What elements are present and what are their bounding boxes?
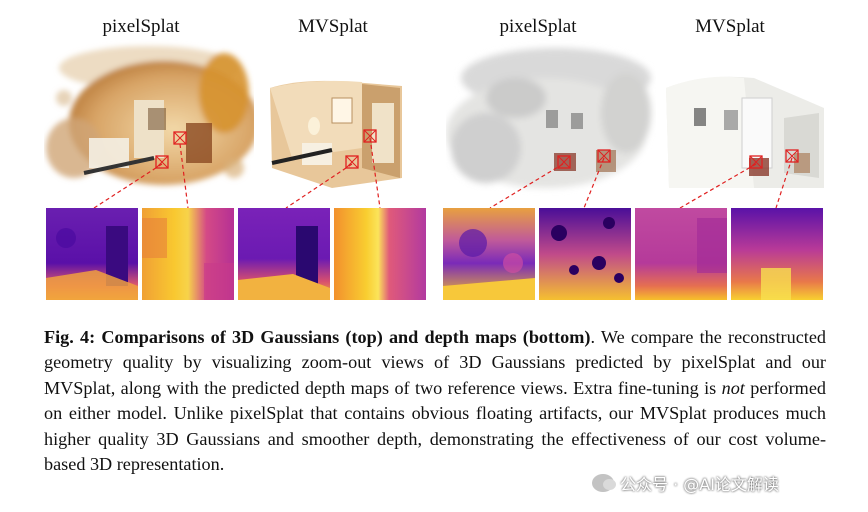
depth-map-mvsplat-view-3	[635, 208, 727, 300]
caption-label: Fig. 4:	[44, 327, 96, 347]
mvsplat-gaussians-scene-1	[270, 80, 402, 188]
mvsplat-gaussians-scene-2	[666, 76, 824, 188]
depth-map-mvsplat-view-2	[334, 208, 426, 300]
depth-map-mvsplat-view-4	[731, 208, 823, 300]
pixelsplat-gaussians-scene-2	[446, 48, 651, 188]
wechat-logo-icon	[592, 474, 616, 492]
depth-map-pixelsplat-view-3	[443, 208, 535, 300]
figure-caption: Fig. 4: Comparisons of 3D Gaussians (top…	[44, 325, 826, 477]
depth-map-pixelsplat-view-1	[46, 208, 138, 300]
depth-map-mvsplat-view-1	[238, 208, 330, 300]
watermark-text: 公众号 · @AI论文解读	[620, 475, 779, 494]
label-pixelsplat-right: pixelSplat	[499, 16, 577, 37]
depth-maps-group-right	[443, 208, 828, 300]
watermark: 公众号 · @AI论文解读	[592, 470, 779, 496]
depth-map-pixelsplat-view-2	[142, 208, 234, 300]
caption-body-2: performed on either model. Unlike pixelS…	[44, 377, 827, 475]
label-pixelsplat-left: pixelSplat	[102, 16, 180, 37]
label-mvsplat-left: MVSplat	[298, 16, 368, 37]
pixelsplat-gaussians-scene-1	[46, 46, 254, 185]
depth-map-pixelsplat-view-4	[539, 208, 631, 300]
caption-title: Comparisons of 3D Gaussians (top) and de…	[101, 327, 591, 347]
caption-emphasis: not	[721, 377, 745, 398]
label-mvsplat-right: MVSplat	[695, 16, 765, 37]
caption-body-1: . We compare the reconstructed geometry …	[44, 327, 826, 398]
depth-maps-group-left	[46, 208, 426, 300]
